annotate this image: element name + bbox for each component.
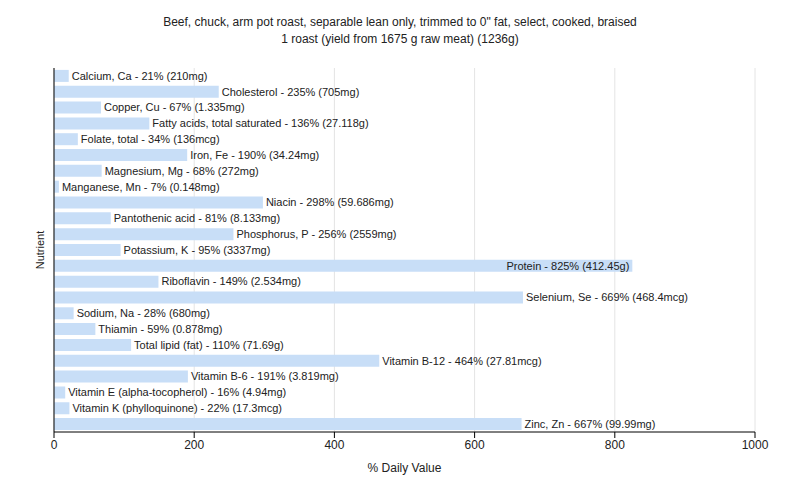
svg-text:1000: 1000 <box>742 438 769 452</box>
svg-text:Pantothenic acid - 81% (8.133m: Pantothenic acid - 81% (8.133mg) <box>114 212 280 224</box>
svg-text:Calcium, Ca - 21% (210mg): Calcium, Ca - 21% (210mg) <box>72 70 208 82</box>
svg-text:Phosphorus, P - 256% (2559mg): Phosphorus, P - 256% (2559mg) <box>236 228 396 240</box>
svg-text:Riboflavin - 149% (2.534mg): Riboflavin - 149% (2.534mg) <box>161 275 300 287</box>
svg-text:0: 0 <box>51 438 58 452</box>
svg-text:600: 600 <box>465 438 485 452</box>
svg-text:Vitamin E (alpha-tocopherol) -: Vitamin E (alpha-tocopherol) - 16% (4.94… <box>68 386 286 398</box>
svg-text:Sodium, Na - 28% (680mg): Sodium, Na - 28% (680mg) <box>77 307 210 319</box>
svg-text:Iron, Fe - 190% (34.24mg): Iron, Fe - 190% (34.24mg) <box>190 149 319 161</box>
svg-text:Vitamin B-12 - 464% (27.81mcg): Vitamin B-12 - 464% (27.81mcg) <box>382 355 541 367</box>
svg-text:Cholesterol - 235% (705mg): Cholesterol - 235% (705mg) <box>222 86 360 98</box>
svg-text:Vitamin K (phylloquinone) - 22: Vitamin K (phylloquinone) - 22% (17.3mcg… <box>72 402 282 414</box>
svg-text:Selenium, Se - 669% (468.4mcg): Selenium, Se - 669% (468.4mcg) <box>526 291 688 303</box>
svg-text:Protein - 825% (412.45g): Protein - 825% (412.45g) <box>506 260 629 272</box>
svg-text:Niacin - 298% (59.686mg): Niacin - 298% (59.686mg) <box>266 196 394 208</box>
html-text:Beef, chuck, arm pot roast, se: Beef, chuck, arm pot roast, separable le… <box>163 15 637 29</box>
svg-text:Fatty acids, total saturated -: Fatty acids, total saturated - 136% (27.… <box>152 117 368 129</box>
svg-text:Copper, Cu - 67% (1.335mg): Copper, Cu - 67% (1.335mg) <box>104 101 245 113</box>
svg-text:400: 400 <box>324 438 344 452</box>
html-text:1 roast (yield from 1675 g raw: 1 roast (yield from 1675 g raw meat) (12… <box>281 32 519 46</box>
svg-text:Thiamin - 59% (0.878mg): Thiamin - 59% (0.878mg) <box>98 323 222 335</box>
svg-text:Folate, total - 34% (136mcg): Folate, total - 34% (136mcg) <box>81 133 220 145</box>
svg-text:Potassium, K - 95% (3337mg): Potassium, K - 95% (3337mg) <box>124 244 271 256</box>
svg-text:Vitamin B-6 - 191% (3.819mg): Vitamin B-6 - 191% (3.819mg) <box>191 370 339 382</box>
svg-text:Manganese, Mn - 7% (0.148mg): Manganese, Mn - 7% (0.148mg) <box>62 181 220 193</box>
svg-text:Nutrient: Nutrient <box>34 231 46 270</box>
svg-text:Total lipid (fat) - 110% (71.6: Total lipid (fat) - 110% (71.69g) <box>134 339 284 351</box>
svg-text:800: 800 <box>605 438 625 452</box>
svg-text:Magnesium, Mg - 68% (272mg): Magnesium, Mg - 68% (272mg) <box>105 165 259 177</box>
svg-text:200: 200 <box>184 438 204 452</box>
svg-text:% Daily Value: % Daily Value <box>368 461 442 475</box>
svg-text:Zinc, Zn - 667% (99.99mg): Zinc, Zn - 667% (99.99mg) <box>525 418 656 430</box>
